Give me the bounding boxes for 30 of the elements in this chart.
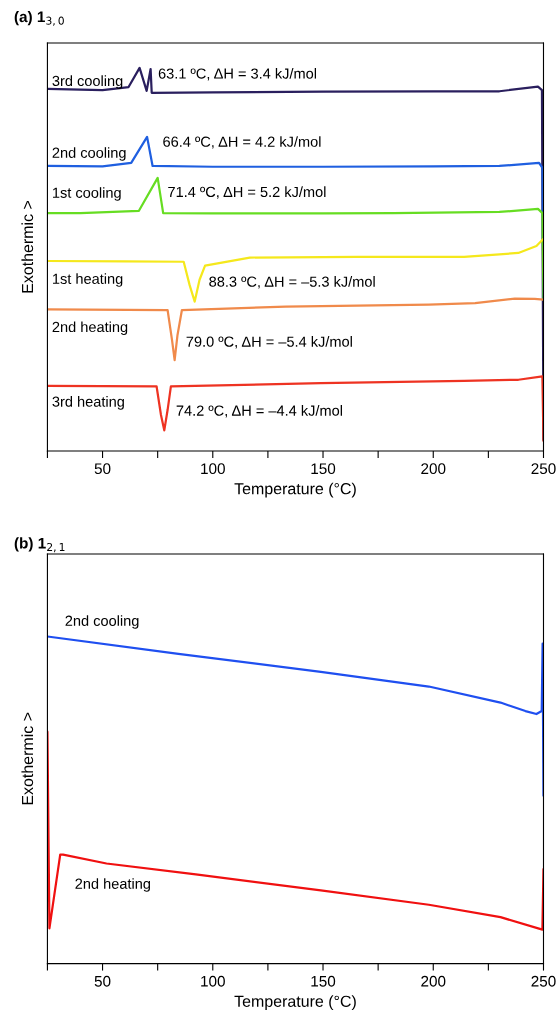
x-tick-label: 150 <box>311 975 336 987</box>
x-tick-label: 150 <box>311 463 336 475</box>
annotation: 63.1 ºC, ΔH = 3.4 kJ/mol <box>158 68 317 81</box>
x-tick-label: 50 <box>94 975 111 987</box>
y-axis-title: Exothermic > <box>21 712 34 805</box>
series-label: 2nd cooling <box>52 147 126 161</box>
chart-title: (b) 1$_{2,1}$ <box>14 537 65 553</box>
series-label: 1st heating <box>53 273 123 287</box>
series-label: 2nd cooling <box>65 615 139 629</box>
annotation: 71.4 ºC, ΔH = 5.2 kJ/mol <box>168 186 326 199</box>
annotation: 66.4 ºC, ΔH = 4.2 kJ/mol <box>163 136 321 149</box>
annotation: 88.3 ºC, ΔH = –5.3 kJ/mol <box>209 276 375 289</box>
x-tick-label: 200 <box>421 975 446 987</box>
x-tick-label: 250 <box>531 975 556 987</box>
x-tick-label: 100 <box>201 463 225 475</box>
y-axis-title: Exothermic > <box>21 200 34 293</box>
x-axis-title: Temperature (°C) <box>234 995 356 1011</box>
chart-title: (a) 1$_{3,0}$ <box>14 10 64 26</box>
annotation: 79.0 ºC, ΔH = –5.4 kJ/mol <box>186 336 352 349</box>
series-label: 1st cooling <box>53 187 121 201</box>
x-tick-label: 250 <box>531 463 556 475</box>
series-label: 2nd heating <box>75 878 150 892</box>
x-axis-title: Temperature (°C) <box>234 482 356 498</box>
x-tick-label: 50 <box>94 463 111 475</box>
series-label: 3rd heating <box>52 396 124 410</box>
series-label: 3rd cooling <box>52 75 123 89</box>
annotation: 74.2 ºC, ΔH = –4.4 kJ/mol <box>176 405 342 418</box>
x-tick-label: 100 <box>201 975 225 987</box>
x-tick-label: 200 <box>421 463 446 475</box>
series-label: 2nd heating <box>52 321 128 336</box>
